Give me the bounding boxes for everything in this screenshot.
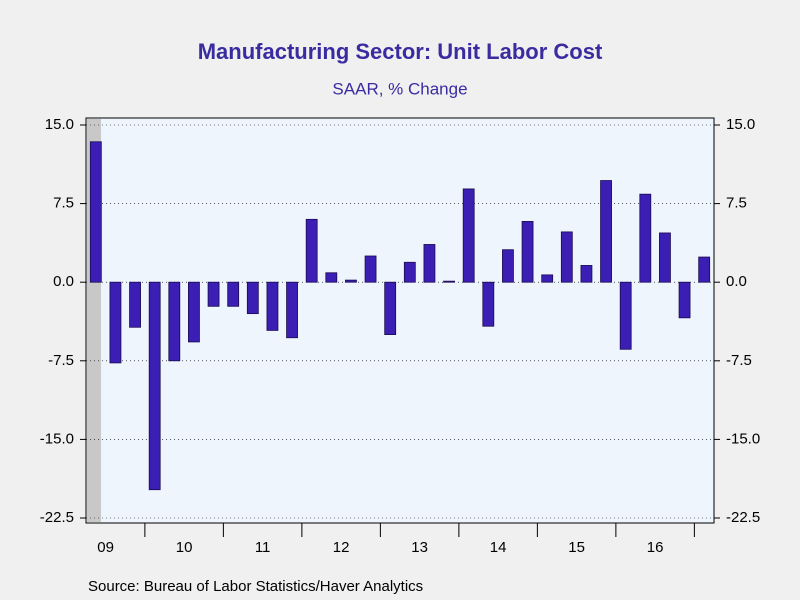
bar	[207, 281, 220, 307]
bar	[168, 281, 181, 362]
bar	[345, 279, 357, 283]
bar	[521, 221, 534, 283]
bar	[227, 281, 240, 307]
y-tick-label: -15.0	[40, 430, 74, 447]
bar	[423, 244, 436, 283]
bar	[443, 280, 455, 283]
x-tick-label: 13	[411, 539, 428, 556]
bar	[384, 281, 397, 336]
chart-subtitle: SAAR, % Change	[332, 79, 467, 98]
bar	[541, 274, 554, 283]
bar	[325, 272, 338, 283]
source-note: Source: Bureau of Labor Statistics/Haver…	[88, 578, 423, 595]
x-tick-label: 10	[176, 539, 193, 556]
bar	[600, 180, 612, 283]
bar	[109, 281, 122, 364]
bar	[462, 188, 475, 283]
bar	[129, 281, 141, 328]
y2-tick-label: -22.5	[726, 509, 760, 526]
bar	[148, 281, 161, 491]
bar	[286, 281, 298, 339]
y2-tick-label: -15.0	[726, 430, 760, 447]
bar	[89, 141, 102, 283]
y-tick-label: -7.5	[48, 352, 74, 369]
bar	[246, 281, 259, 315]
bar	[266, 281, 279, 331]
bar	[305, 218, 318, 283]
x-tick-label: 15	[568, 539, 585, 556]
x-tick-label: 11	[255, 539, 271, 556]
y-tick-label: 7.5	[53, 195, 74, 212]
bar	[364, 255, 377, 283]
y2-tick-label: 7.5	[726, 195, 747, 212]
y-tick-label: -22.5	[40, 509, 74, 526]
x-tick-label: 16	[647, 539, 664, 556]
bar	[678, 281, 691, 319]
bar	[188, 281, 200, 343]
bar	[580, 265, 593, 283]
chart-title: Manufacturing Sector: Unit Labor Cost	[198, 39, 603, 64]
y2-tick-label: 15.0	[726, 116, 755, 133]
bar	[659, 232, 671, 283]
bar	[639, 193, 652, 283]
bar	[403, 261, 416, 283]
x-tick-label: 09	[97, 539, 114, 556]
y-tick-label: 0.0	[53, 273, 74, 290]
bar	[619, 281, 632, 350]
y-tick-label: 15.0	[45, 116, 74, 133]
bar	[482, 281, 495, 327]
x-tick-label: 12	[333, 539, 350, 556]
y2-tick-label: 0.0	[726, 273, 747, 290]
y2-tick-label: -7.5	[726, 352, 752, 369]
x-tick-label: 14	[490, 539, 507, 556]
bar	[560, 231, 573, 283]
bar	[502, 249, 514, 283]
bar	[698, 256, 711, 283]
